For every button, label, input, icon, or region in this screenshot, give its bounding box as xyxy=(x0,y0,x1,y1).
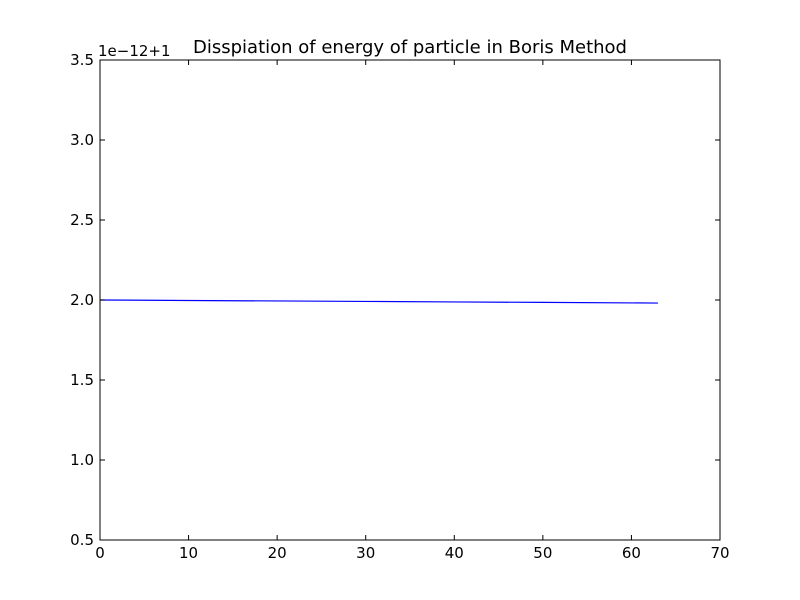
y-tick-label: 2.0 xyxy=(70,291,94,309)
x-tick-label: 30 xyxy=(356,544,375,562)
x-tick-label: 20 xyxy=(268,544,287,562)
y-tick-label: 1.5 xyxy=(70,371,94,389)
x-tick-label: 70 xyxy=(710,544,729,562)
y-tick-label: 2.5 xyxy=(70,211,94,229)
x-tick-label: 10 xyxy=(179,544,198,562)
y-tick-label: 1.0 xyxy=(70,451,94,469)
chart-title: Disspiation of energy of particle in Bor… xyxy=(193,37,627,58)
y-tick-label: 3.0 xyxy=(70,131,94,149)
y-offset-label: 1e−12+1 xyxy=(98,42,171,60)
x-tick-label: 60 xyxy=(622,544,641,562)
y-tick-label: 0.5 xyxy=(70,531,94,549)
x-tick-label: 40 xyxy=(445,544,464,562)
x-tick-label: 50 xyxy=(533,544,552,562)
x-tick-label: 0 xyxy=(95,544,105,562)
y-tick-label: 3.5 xyxy=(70,51,94,69)
